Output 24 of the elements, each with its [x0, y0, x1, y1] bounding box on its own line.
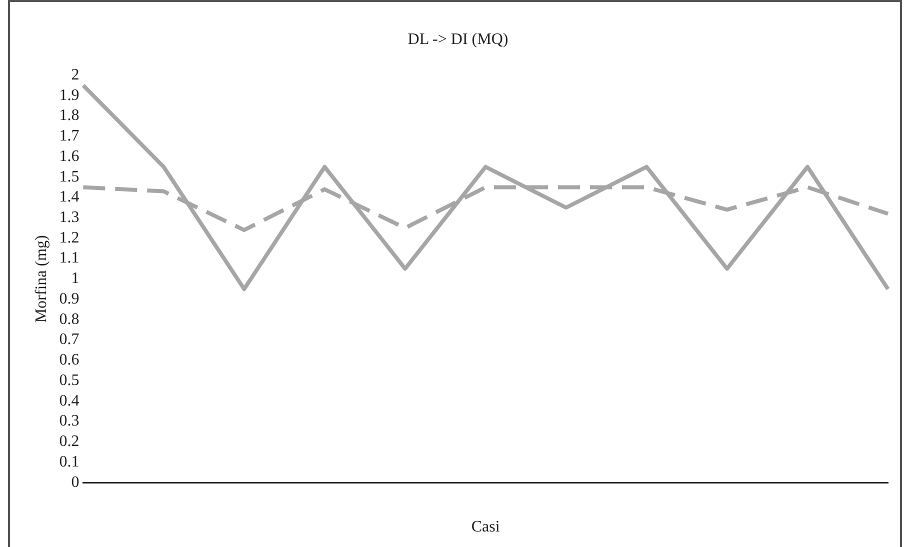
- y-tick-label: 1.8: [59, 107, 80, 124]
- y-tick-label: 1.2: [59, 229, 80, 246]
- y-tick-label: 0.5: [59, 372, 80, 389]
- y-tick-label: 0.9: [59, 290, 80, 308]
- y-tick-label: 1.4: [59, 188, 80, 206]
- y-tick-label: 0.2: [59, 433, 80, 450]
- y-tick-label: 1.3: [59, 208, 80, 226]
- y-tick-label: 0.8: [59, 310, 80, 328]
- y-tick-label: 0: [71, 474, 80, 491]
- y-tick-label: 1.9: [59, 86, 80, 104]
- chart-title: DL -> DI (MQ): [408, 30, 508, 48]
- y-tick-label: 1.5: [59, 168, 80, 186]
- y-tick-label: 1.7: [59, 128, 80, 145]
- y-tick-label: 0.3: [59, 412, 80, 430]
- y-tick-label: 0.4: [59, 392, 80, 410]
- y-tick-label: 2: [71, 66, 80, 84]
- y-tick-label: 1.1: [59, 250, 80, 267]
- y-tick-label: 0.7: [59, 331, 80, 348]
- y-tick-label: 1: [71, 270, 80, 288]
- y-tick-label: 1.6: [59, 148, 80, 165]
- x-axis-title: Casi: [471, 518, 500, 536]
- y-tick-label: 0.6: [59, 352, 80, 369]
- y-axis-title: Morfina (mg): [32, 235, 50, 323]
- y-tick-label: 0.1: [59, 453, 80, 470]
